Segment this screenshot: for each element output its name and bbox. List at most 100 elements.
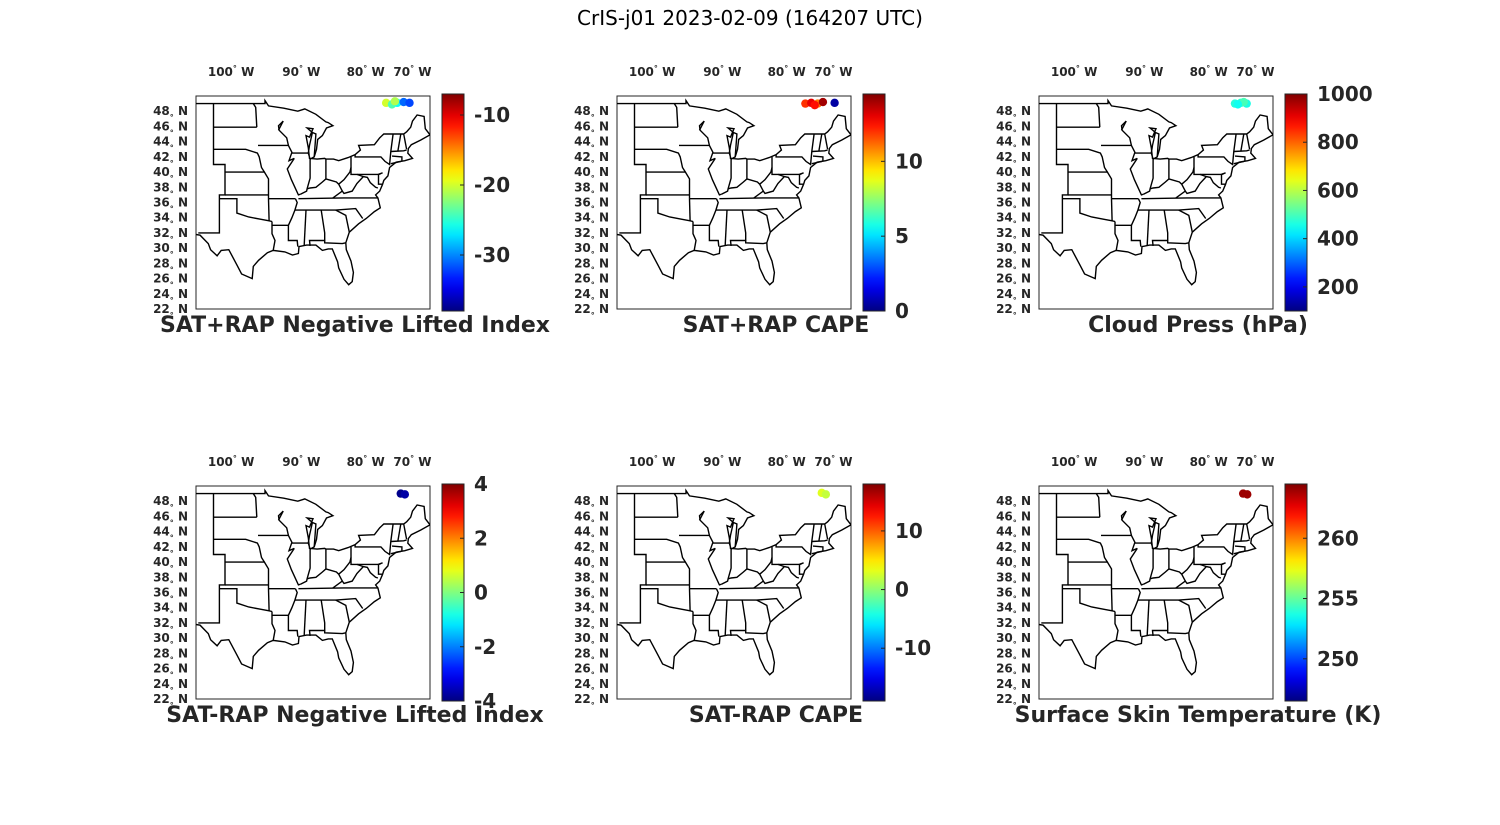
state-border <box>1115 224 1142 247</box>
state-border <box>403 133 408 150</box>
state-border <box>716 597 785 609</box>
lat-tick-label: 36° N <box>996 196 1031 214</box>
lon-tick-label: 80° W <box>347 454 385 469</box>
state-border <box>356 563 379 579</box>
colorbar-tick-labels: 1000 800 600 400 200 <box>1303 82 1373 299</box>
state-border <box>759 167 773 185</box>
lon-tick-label: 100° W <box>208 454 254 469</box>
lon-tick-labels: 100° W 90° W 80° W 70° W <box>629 64 853 79</box>
state-border <box>719 197 799 200</box>
state-border <box>390 550 401 555</box>
colorbar-tick-label: 10 <box>895 149 923 173</box>
lat-tick-label: 24° N <box>574 677 609 695</box>
state-border <box>716 207 785 219</box>
state-border <box>775 523 815 556</box>
state-border <box>719 587 799 590</box>
colorbar-tick-label: 0 <box>474 581 488 605</box>
lat-tick-label: 34° N <box>574 211 609 229</box>
state-border <box>777 563 800 579</box>
lat-tick-label: 42° N <box>153 150 188 168</box>
lon-tick-label: 70° W <box>814 454 852 469</box>
state-border <box>733 131 738 157</box>
state-border <box>332 566 364 589</box>
state-border <box>1166 240 1189 245</box>
state-border <box>277 120 290 146</box>
lat-tick-label: 46° N <box>996 119 1031 137</box>
state-border <box>619 103 647 234</box>
observation-points <box>801 97 839 110</box>
lon-tick-label: 90° W <box>703 454 741 469</box>
state-border <box>777 173 800 189</box>
lon-tick-label: 70° W <box>814 64 852 79</box>
state-border <box>1155 521 1160 547</box>
state-boundaries <box>196 488 430 676</box>
lat-tick-labels: 48° N46° N44° N42° N40° N38° N36° N34° N… <box>153 494 188 710</box>
map-frame <box>195 485 431 700</box>
lat-tick-label: 22° N <box>153 692 188 710</box>
state-border <box>646 561 691 589</box>
state-border <box>1056 538 1108 563</box>
state-border <box>198 493 226 624</box>
state-border <box>707 158 722 196</box>
observation-points <box>1238 489 1252 499</box>
panel-title: SAT-RAP Negative Lifted Index <box>166 703 544 728</box>
lat-tick-label: 26° N <box>574 272 609 290</box>
state-border <box>688 198 691 221</box>
state-border <box>1068 561 1113 589</box>
state-border <box>390 539 407 543</box>
state-border <box>1246 133 1251 150</box>
state-border <box>303 210 307 246</box>
lon-tick-label: 90° W <box>282 454 320 469</box>
lat-tick-label: 22° N <box>996 302 1031 320</box>
state-border <box>812 545 824 552</box>
colorbar-tick-labels: 10 0 -10 <box>881 519 931 660</box>
state-border <box>356 173 379 189</box>
state-border <box>323 630 346 635</box>
state-border <box>306 159 327 190</box>
state-border <box>213 538 265 563</box>
lat-tick-label: 34° N <box>153 211 188 229</box>
map-panel-lifted-index: 100° W 90° W 80° W 70° W 48° N 46° N 44° N 42° … <box>145 60 585 360</box>
state-border <box>286 548 301 586</box>
lat-tick-label: 40° N <box>574 165 609 183</box>
colorbar-tick-label: 0 <box>895 578 909 602</box>
lon-tick-label: 70° W <box>1236 454 1274 469</box>
colorbar-tick-label: 200 <box>1317 275 1359 299</box>
lon-tick-label: 70° W <box>393 454 431 469</box>
lon-tick-label: 100° W <box>1051 64 1097 79</box>
state-border <box>1120 120 1133 146</box>
map-canvas: 100° W 90° W 80° W 70° W 48° N46° N44° N42° … <box>153 454 496 713</box>
state-border <box>727 159 748 190</box>
lat-tick-label: 36° N <box>153 586 188 604</box>
lat-tick-label: 38° N <box>574 180 609 198</box>
state-border <box>733 521 738 547</box>
lat-tick-label: 48° N <box>996 104 1031 122</box>
state-border <box>287 198 298 226</box>
lat-tick-label: 32° N <box>996 616 1031 634</box>
state-border <box>267 588 270 611</box>
panel-title: Surface Skin Temperature (K) <box>1014 703 1382 728</box>
state-border <box>272 614 299 637</box>
lon-tick-label: 100° W <box>629 454 675 469</box>
state-border <box>1168 568 1186 582</box>
lat-tick-label: 30° N <box>574 241 609 259</box>
state-border <box>271 611 276 641</box>
panel-title: Cloud Press (hPa) <box>1088 313 1308 338</box>
state-border <box>252 103 258 128</box>
state-border <box>1068 171 1113 199</box>
state-border <box>1181 167 1195 185</box>
lat-tick-label: 30° N <box>153 631 188 649</box>
map-panel-lifted-index-diff: 100° W 90° W 80° W 70° W 48° N 46° N 44° N 42° … <box>145 450 585 750</box>
state-border <box>391 155 403 162</box>
state-border <box>295 207 364 219</box>
state-border <box>746 568 764 582</box>
lon-tick-label: 100° W <box>208 64 254 79</box>
map-canvas: 100° W 90° W 80° W 70° W 48° N46° N44° N42° … <box>574 64 923 323</box>
lat-tick-label: 40° N <box>996 555 1031 573</box>
lon-tick-labels: 100° W 90° W 80° W 70° W <box>208 64 432 79</box>
state-border <box>1041 493 1069 624</box>
state-border <box>693 224 720 247</box>
lat-tick-label: 46° N <box>153 119 188 137</box>
lat-tick-label: 32° N <box>574 226 609 244</box>
state-border <box>1130 588 1141 616</box>
